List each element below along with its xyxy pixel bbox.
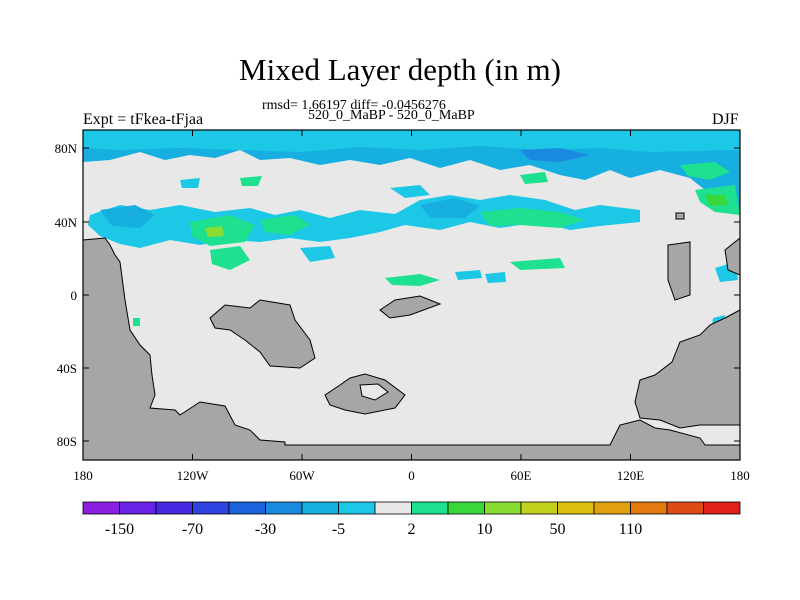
colorbar-label: -30 [255, 521, 276, 538]
colorbar-label: -5 [332, 521, 345, 538]
season-label: DJF [712, 111, 739, 128]
y-tick-label: 40S [57, 361, 77, 376]
colorbar-swatch [411, 501, 449, 515]
anomaly-patch [455, 270, 482, 280]
colorbar-label: 110 [619, 521, 642, 538]
colorbar-swatch [155, 501, 193, 515]
colorbar-swatch [593, 501, 631, 515]
experiment-subtitle: 520_0_MaBP - 520_0_MaBP [308, 108, 475, 123]
land-small-north [675, 212, 685, 220]
x-tick-label: 0 [408, 468, 415, 483]
colorbar-swatch [338, 501, 376, 515]
colorbar-swatch [301, 501, 339, 515]
land-atlantic [379, 295, 442, 319]
anomaly-patch [83, 130, 740, 212]
colorbar-swatch [119, 501, 157, 515]
colorbar-label: 2 [408, 521, 416, 538]
anomaly-patch [300, 246, 335, 262]
x-tick-label: 180 [73, 468, 93, 483]
colorbar-swatch [265, 501, 303, 515]
land-west [82, 237, 741, 461]
anomaly-patch [180, 178, 200, 188]
colorbar-swatch [703, 501, 741, 515]
colorbar-swatch [557, 501, 595, 515]
colorbar-labels: -150 -70 -30 -5 2 10 50 110 [105, 521, 642, 538]
x-tick-label: 180 [730, 468, 750, 483]
land-masses [82, 212, 741, 461]
colorbar-swatch [666, 501, 704, 515]
x-tick-label: 120W [177, 468, 210, 483]
map-title: Mixed Layer depth (in m) [239, 52, 561, 87]
anomaly-patch [260, 215, 310, 235]
colorbar-swatch [228, 501, 266, 515]
x-axis: 180 120W 60W 0 60E 120E 180 [73, 130, 750, 483]
x-tick-label: 60E [511, 468, 532, 483]
anomaly-patch [133, 318, 140, 326]
colorbar-swatch [630, 501, 668, 515]
x-tick-label: 60W [289, 468, 315, 483]
y-tick-label: 40N [55, 215, 78, 230]
colorbar-label: 10 [477, 521, 493, 538]
anomaly-patch [520, 148, 590, 162]
anomaly-patch [520, 172, 548, 184]
rmsd-diff-stats: rmsd= 1.66197 diff= -0.0456276 [262, 98, 446, 113]
anomaly-patch [210, 246, 250, 270]
land-pacific-strip [667, 241, 691, 301]
colorbar-label: -150 [105, 521, 134, 538]
anomaly-patch [240, 176, 262, 186]
colorbar-swatch [447, 501, 485, 515]
land-central [209, 299, 316, 369]
anomaly-patch [100, 205, 155, 228]
y-tick-label: 0 [71, 288, 78, 303]
experiment-label: Expt = tFkea-tFjaa [83, 111, 204, 128]
colorbar-label: -70 [182, 521, 203, 538]
anomaly-patch [385, 274, 440, 286]
x-tick-label: 120E [617, 468, 645, 483]
colorbar-label: 50 [550, 521, 566, 538]
anomaly-patch [680, 162, 730, 180]
anomaly-patch [510, 258, 565, 270]
anomaly-patch [480, 208, 585, 228]
colorbar-swatch [520, 501, 558, 515]
colorbar-swatch [192, 501, 230, 515]
anomaly-patch [390, 185, 430, 198]
y-tick-label: 80N [55, 141, 78, 156]
anomaly-patch [705, 195, 728, 206]
y-tick-label: 80S [57, 434, 77, 449]
anomaly-patch [420, 198, 480, 218]
colorbar [82, 501, 741, 515]
island-cutout [359, 383, 389, 401]
colorbar-swatch [374, 501, 412, 515]
anomaly-patch [205, 226, 224, 237]
anomaly-patch [485, 272, 506, 283]
anomaly-patch [83, 130, 740, 152]
anomaly-field [83, 130, 740, 326]
y-axis: 80N 40N 0 40S 80S [55, 141, 740, 449]
colorbar-swatch [484, 501, 522, 515]
land-east [634, 309, 741, 429]
colorbar-swatch [82, 501, 120, 515]
